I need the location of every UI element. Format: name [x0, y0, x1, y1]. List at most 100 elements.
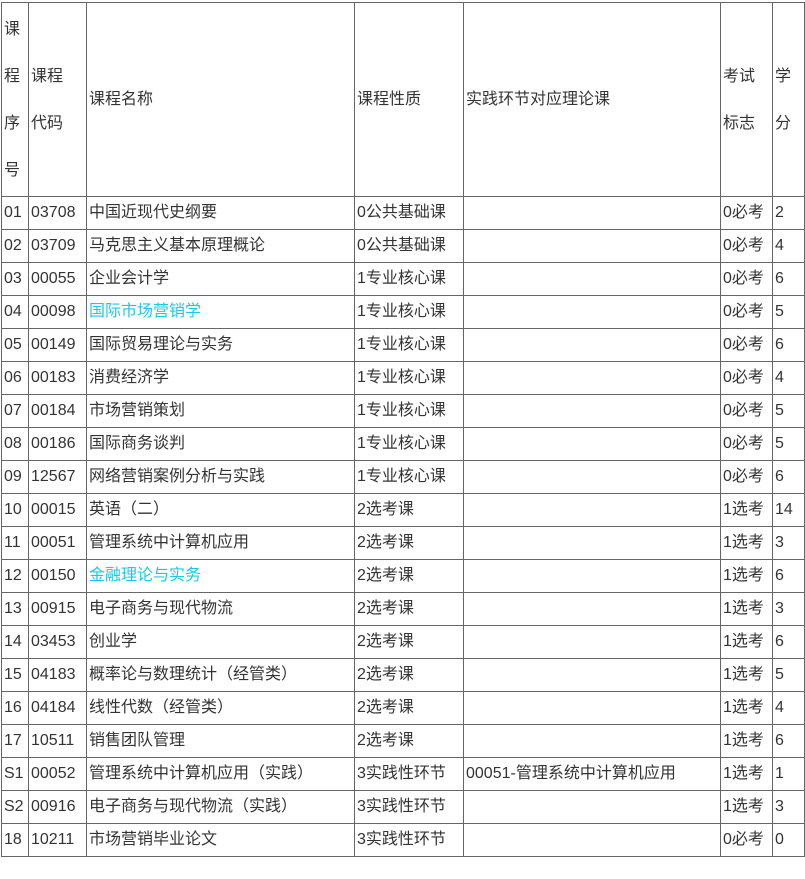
- cell-exam_flag: 1选考: [720, 493, 773, 527]
- cell-practice_theory: [463, 592, 721, 626]
- cell-nature: 2选考课: [354, 493, 464, 527]
- cell-code: 00183: [28, 361, 87, 395]
- cell-code: 10511: [28, 724, 87, 758]
- cell-seq: 11: [1, 526, 29, 560]
- cell-name: 电子商务与现代物流: [86, 592, 355, 626]
- cell-practice_theory: [463, 328, 721, 362]
- cell-seq: 01: [1, 196, 29, 230]
- cell-code: 12567: [28, 460, 87, 494]
- cell-code: 00051: [28, 526, 87, 560]
- cell-credits: 4: [772, 361, 805, 395]
- cell-practice_theory: [463, 394, 721, 428]
- cell-exam_flag: 0必考: [720, 262, 773, 296]
- cell-seq: 03: [1, 262, 29, 296]
- cell-exam_flag: 0必考: [720, 361, 773, 395]
- cell-name: 国际贸易理论与实务: [86, 328, 355, 362]
- cell-code: 00015: [28, 493, 87, 527]
- table-row: 07 00184 市场营销策划 1专业核心课 0必考 5: [1, 394, 805, 428]
- column-header-exam_flag: 考试 标志: [720, 2, 773, 197]
- cell-seq: 05: [1, 328, 29, 362]
- cell-practice_theory: [463, 724, 721, 758]
- cell-seq: 09: [1, 460, 29, 494]
- table-row: 03 00055 企业会计学 1专业核心课 0必考 6: [1, 262, 805, 296]
- cell-practice_theory: [463, 691, 721, 725]
- cell-code: 00916: [28, 790, 87, 824]
- table-row: 12 00150 金融理论与实务 2选考课 1选考 6: [1, 559, 805, 593]
- cell-exam_flag: 0必考: [720, 328, 773, 362]
- cell-exam_flag: 0必考: [720, 295, 773, 329]
- cell-credits: 6: [772, 328, 805, 362]
- cell-seq: 12: [1, 559, 29, 593]
- cell-code: 10211: [28, 823, 87, 857]
- cell-seq: 08: [1, 427, 29, 461]
- cell-credits: 5: [772, 394, 805, 428]
- cell-nature: 2选考课: [354, 592, 464, 626]
- cell-practice_theory: [463, 427, 721, 461]
- cell-name: 概率论与数理统计（经管类）: [86, 658, 355, 692]
- cell-nature: 1专业核心课: [354, 328, 464, 362]
- course-link[interactable]: 国际市场营销学: [89, 303, 202, 320]
- cell-exam_flag: 0必考: [720, 196, 773, 230]
- cell-seq: 18: [1, 823, 29, 857]
- cell-code: 00055: [28, 262, 87, 296]
- table-row: 06 00183 消费经济学 1专业核心课 0必考 4: [1, 361, 805, 395]
- cell-nature: 2选考课: [354, 559, 464, 593]
- table-row: 10 00015 英语（二） 2选考课 1选考 14: [1, 493, 805, 527]
- cell-nature: 1专业核心课: [354, 427, 464, 461]
- cell-exam_flag: 0必考: [720, 823, 773, 857]
- cell-nature: 0公共基础课: [354, 196, 464, 230]
- cell-name: 管理系统中计算机应用（实践）: [86, 757, 355, 791]
- cell-practice_theory: [463, 658, 721, 692]
- cell-practice_theory: [463, 625, 721, 659]
- cell-nature: 2选考课: [354, 526, 464, 560]
- course-link[interactable]: 金融理论与实务: [89, 567, 202, 584]
- cell-code: 00184: [28, 394, 87, 428]
- cell-credits: 5: [772, 658, 805, 692]
- cell-name: 网络营销案例分析与实践: [86, 460, 355, 494]
- cell-code: 03453: [28, 625, 87, 659]
- cell-exam_flag: 0必考: [720, 229, 773, 263]
- cell-practice_theory: [463, 460, 721, 494]
- cell-seq: S2: [1, 790, 29, 824]
- cell-name: 中国近现代史纲要: [86, 196, 355, 230]
- cell-nature: 2选考课: [354, 658, 464, 692]
- cell-practice_theory: [463, 493, 721, 527]
- cell-nature: 3实践性环节: [354, 823, 464, 857]
- cell-nature: 2选考课: [354, 625, 464, 659]
- cell-nature: 2选考课: [354, 691, 464, 725]
- cell-name: 管理系统中计算机应用: [86, 526, 355, 560]
- cell-credits: 6: [772, 625, 805, 659]
- cell-exam_flag: 0必考: [720, 394, 773, 428]
- cell-name: 消费经济学: [86, 361, 355, 395]
- cell-name: 创业学: [86, 625, 355, 659]
- cell-exam_flag: 1选考: [720, 658, 773, 692]
- cell-exam_flag: 1选考: [720, 625, 773, 659]
- course-rows: 01 03708 中国近现代史纲要 0公共基础课 0必考 2 02 03709 马克思主义基本原…: [1, 196, 805, 857]
- cell-credits: 4: [772, 229, 805, 263]
- column-header-name: 课程名称: [86, 2, 355, 197]
- cell-name: 国际市场营销学: [86, 295, 355, 329]
- table-row: 18 10211 市场营销毕业论文 3实践性环节 0必考 0: [1, 823, 805, 857]
- cell-seq: 13: [1, 592, 29, 626]
- cell-exam_flag: 0必考: [720, 427, 773, 461]
- cell-seq: 16: [1, 691, 29, 725]
- column-header-practice_theory: 实践环节对应理论课: [463, 2, 721, 197]
- cell-exam_flag: 1选考: [720, 592, 773, 626]
- cell-practice_theory: [463, 229, 721, 263]
- cell-nature: 3实践性环节: [354, 757, 464, 791]
- cell-name: 马克思主义基本原理概论: [86, 229, 355, 263]
- cell-practice_theory: [463, 361, 721, 395]
- cell-credits: 2: [772, 196, 805, 230]
- cell-credits: 3: [772, 790, 805, 824]
- cell-nature: 1专业核心课: [354, 394, 464, 428]
- cell-name: 线性代数（经管类）: [86, 691, 355, 725]
- cell-seq: 06: [1, 361, 29, 395]
- table-row: 15 04183 概率论与数理统计（经管类） 2选考课 1选考 5: [1, 658, 805, 692]
- cell-credits: 5: [772, 427, 805, 461]
- cell-practice_theory: 00051-管理系统中计算机应用: [463, 757, 721, 791]
- cell-name: 企业会计学: [86, 262, 355, 296]
- cell-code: 00149: [28, 328, 87, 362]
- cell-practice_theory: [463, 196, 721, 230]
- table-row: 14 03453 创业学 2选考课 1选考 6: [1, 625, 805, 659]
- table-row: 13 00915 电子商务与现代物流 2选考课 1选考 3: [1, 592, 805, 626]
